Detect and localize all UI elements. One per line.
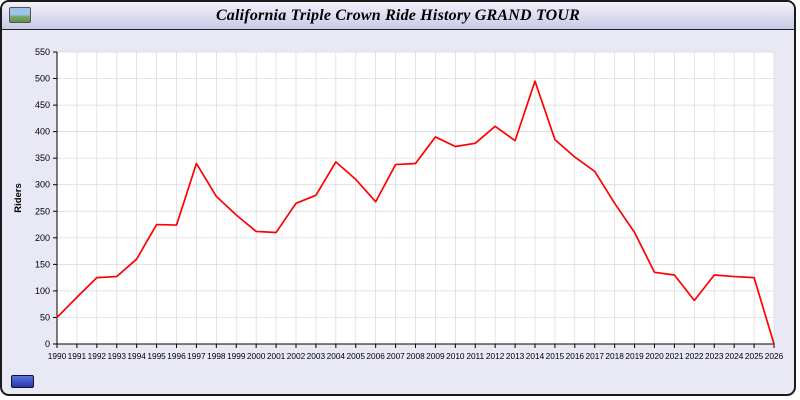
svg-text:2020: 2020 — [645, 351, 664, 361]
svg-text:2017: 2017 — [586, 351, 605, 361]
svg-text:1991: 1991 — [68, 351, 87, 361]
svg-text:1994: 1994 — [127, 351, 146, 361]
svg-text:2010: 2010 — [446, 351, 465, 361]
svg-text:100: 100 — [35, 286, 50, 296]
svg-text:1992: 1992 — [88, 351, 107, 361]
page-title: California Triple Crown Ride History GRA… — [215, 6, 581, 24]
svg-text:2002: 2002 — [287, 351, 306, 361]
svg-text:1990: 1990 — [48, 351, 67, 361]
svg-text:2008: 2008 — [406, 351, 425, 361]
chart-area: 0 50 100 150 200 250 300 350 400 450 500 550 1990 199… — [10, 40, 790, 382]
svg-text:Riders: Riders — [13, 183, 24, 213]
svg-text:2022: 2022 — [685, 351, 704, 361]
svg-text:2006: 2006 — [366, 351, 385, 361]
svg-text:250: 250 — [35, 206, 50, 216]
svg-text:200: 200 — [35, 233, 50, 243]
svg-text:2024: 2024 — [725, 351, 744, 361]
svg-text:2001: 2001 — [267, 351, 286, 361]
svg-text:150: 150 — [35, 259, 50, 269]
svg-text:2021: 2021 — [665, 351, 684, 361]
svg-text:400: 400 — [35, 127, 50, 137]
svg-text:50: 50 — [40, 312, 50, 322]
svg-text:2003: 2003 — [307, 351, 326, 361]
svg-text:2013: 2013 — [506, 351, 525, 361]
svg-text:1999: 1999 — [227, 351, 246, 361]
svg-text:1997: 1997 — [187, 351, 206, 361]
svg-text:2005: 2005 — [347, 351, 366, 361]
footer-button[interactable] — [11, 375, 34, 388]
svg-text:1998: 1998 — [207, 351, 226, 361]
svg-text:2000: 2000 — [247, 351, 266, 361]
title-logo-icon — [9, 7, 31, 23]
svg-text:2018: 2018 — [605, 351, 624, 361]
svg-text:1996: 1996 — [167, 351, 186, 361]
svg-text:2009: 2009 — [426, 351, 445, 361]
svg-text:2004: 2004 — [327, 351, 346, 361]
svg-text:2023: 2023 — [705, 351, 724, 361]
title-bar: California Triple Crown Ride History GRA… — [2, 2, 794, 30]
svg-text:2016: 2016 — [566, 351, 585, 361]
svg-text:2019: 2019 — [625, 351, 644, 361]
svg-text:0: 0 — [45, 339, 50, 349]
svg-text:2014: 2014 — [526, 351, 545, 361]
svg-text:1993: 1993 — [108, 351, 127, 361]
svg-text:2011: 2011 — [466, 351, 484, 361]
svg-text:1995: 1995 — [147, 351, 166, 361]
svg-text:550: 550 — [35, 47, 50, 57]
svg-text:2015: 2015 — [546, 351, 565, 361]
svg-text:2007: 2007 — [386, 351, 405, 361]
svg-text:350: 350 — [35, 153, 50, 163]
svg-text:300: 300 — [35, 180, 50, 190]
svg-text:2025: 2025 — [745, 351, 764, 361]
svg-text:450: 450 — [35, 100, 50, 110]
svg-text:2012: 2012 — [486, 351, 505, 361]
svg-text:500: 500 — [35, 74, 50, 84]
svg-text:2026: 2026 — [765, 351, 784, 361]
